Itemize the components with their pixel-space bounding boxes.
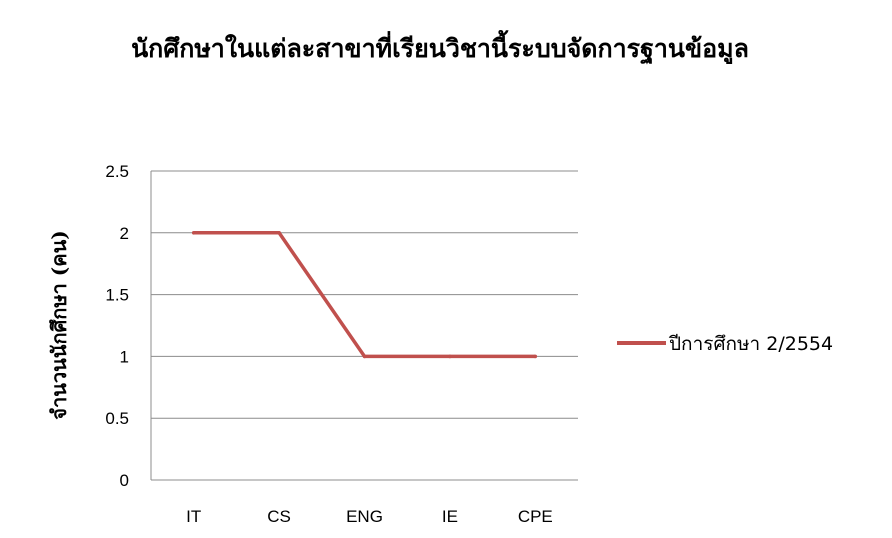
y-tick-label: 1.5 bbox=[105, 286, 129, 305]
axes bbox=[150, 171, 578, 481]
y-tick-label: 0.5 bbox=[105, 409, 129, 428]
data-point bbox=[533, 354, 538, 359]
y-tick-label: 2 bbox=[120, 224, 129, 243]
y-tick-label: 0 bbox=[120, 471, 129, 490]
y-tick-label: 1 bbox=[120, 347, 129, 366]
x-tick-labels: IT CS ENG IE CPE bbox=[186, 507, 553, 526]
data-point bbox=[362, 354, 367, 359]
x-tick-label: CS bbox=[267, 507, 291, 526]
y-axis-label: จำนวนนักศึกษา (คน) bbox=[47, 230, 71, 419]
x-tick-label: CPE bbox=[518, 507, 553, 526]
legend-label: ปีการศึกษา 2/2554 bbox=[668, 333, 833, 355]
x-tick-label: IT bbox=[186, 507, 201, 526]
data-point bbox=[277, 231, 281, 235]
y-tick-label: 2.5 bbox=[105, 162, 129, 181]
legend: ปีการศึกษา 2/2554 bbox=[617, 333, 833, 355]
chart-title: นักศึกษาในแต่ละสาขาที่เรียนวิชานี้ระบบจั… bbox=[131, 29, 749, 65]
grid-lines bbox=[151, 170, 578, 419]
series-lines bbox=[191, 231, 538, 359]
x-tick-label: IE bbox=[442, 507, 458, 526]
y-tick-labels: 0 0.5 1 1.5 2 2.5 bbox=[105, 162, 129, 490]
x-tick-label: ENG bbox=[346, 507, 383, 526]
data-point bbox=[191, 231, 196, 235]
data-point bbox=[448, 354, 452, 359]
